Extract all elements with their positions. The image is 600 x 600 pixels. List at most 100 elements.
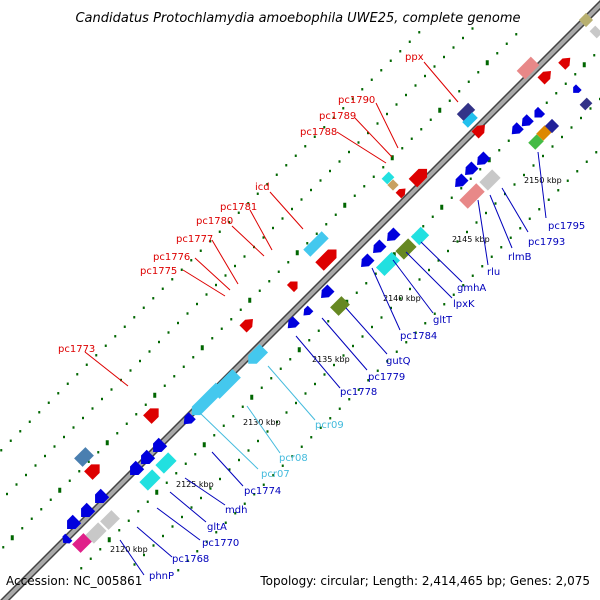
gene-label[interactable]: mdh <box>225 505 247 516</box>
gene-label[interactable]: rlu <box>487 267 500 278</box>
gene-feature[interactable] <box>408 165 432 188</box>
tick-mark <box>471 27 474 30</box>
gene-feature[interactable] <box>384 227 401 245</box>
gene-feature[interactable] <box>462 112 478 128</box>
gene-feature[interactable] <box>244 343 269 368</box>
gene-feature[interactable] <box>84 460 104 480</box>
gene-label[interactable]: pc1778 <box>340 387 377 398</box>
tick-mark <box>167 331 170 334</box>
gene-feature[interactable] <box>318 284 335 302</box>
gene-label[interactable]: pcr08 <box>279 453 308 464</box>
gene-feature[interactable] <box>370 239 387 257</box>
gene-feature[interactable] <box>358 253 375 271</box>
gene-label[interactable]: lpxK <box>453 299 475 310</box>
gene-feature[interactable] <box>452 173 469 191</box>
gene-label[interactable]: pcr09 <box>315 420 344 431</box>
tick-mark <box>91 407 94 410</box>
tick-mark <box>152 297 155 300</box>
gene-feature[interactable] <box>211 369 241 399</box>
gene-feature[interactable] <box>570 84 582 95</box>
gene-label[interactable]: pc1780 <box>196 216 233 227</box>
gene-feature[interactable] <box>479 169 501 191</box>
gene-feature[interactable] <box>459 183 485 209</box>
gene-label[interactable]: pc1795 <box>548 221 585 232</box>
gene-feature[interactable] <box>139 469 161 491</box>
gene-feature[interactable] <box>558 54 574 70</box>
gene-feature[interactable] <box>180 412 196 428</box>
gene-feature[interactable] <box>395 186 409 199</box>
gene-feature[interactable] <box>149 437 168 456</box>
gene-feature[interactable] <box>303 231 329 257</box>
gene-feature[interactable] <box>462 161 479 179</box>
gene-feature[interactable] <box>471 122 489 139</box>
tick-mark <box>177 321 180 325</box>
gene-feature[interactable] <box>143 404 163 424</box>
gene-feature[interactable] <box>518 114 534 130</box>
gene-feature[interactable] <box>537 68 555 85</box>
gene-feature[interactable] <box>395 238 417 260</box>
gene-feature[interactable] <box>126 460 145 479</box>
gene-feature[interactable] <box>63 514 82 533</box>
gene-label[interactable]: pc1774 <box>244 486 281 497</box>
gene-feature[interactable] <box>74 447 94 467</box>
gene-label[interactable]: pc1793 <box>528 237 565 248</box>
gene-label[interactable]: phnP <box>149 571 174 582</box>
gene-label[interactable]: pc1790 <box>338 95 375 106</box>
gene-label[interactable]: pc1768 <box>172 554 209 565</box>
tick-mark <box>281 464 284 467</box>
gene-feature[interactable] <box>528 134 544 150</box>
gene-label[interactable]: pcr07 <box>261 469 290 480</box>
gene-feature[interactable] <box>91 488 110 507</box>
gene-feature[interactable] <box>85 522 107 544</box>
gene-feature[interactable] <box>474 151 491 169</box>
gene-feature[interactable] <box>516 56 540 80</box>
gene-label[interactable]: pc1775 <box>140 266 177 277</box>
gene-feature[interactable] <box>155 452 177 474</box>
gene-label[interactable]: gmhA <box>457 283 486 294</box>
tick-mark <box>202 442 206 448</box>
gene-feature[interactable] <box>60 533 73 547</box>
gene-feature[interactable] <box>301 305 314 319</box>
tick-mark <box>241 405 244 408</box>
gene-feature[interactable] <box>544 118 560 134</box>
gene-feature[interactable] <box>137 449 156 468</box>
gene-feature[interactable] <box>286 278 301 293</box>
gene-label[interactable]: ppx <box>405 52 424 63</box>
gene-feature[interactable] <box>284 316 300 332</box>
gene-feature[interactable] <box>531 106 546 121</box>
gene-feature[interactable] <box>315 245 340 271</box>
tick-mark <box>243 255 246 258</box>
gene-feature[interactable] <box>508 122 524 138</box>
gene-label[interactable]: pc1788 <box>300 127 337 138</box>
gene-feature[interactable] <box>375 251 401 277</box>
gene-feature[interactable] <box>410 226 430 246</box>
gene-label[interactable]: pc1779 <box>368 372 405 383</box>
gene-feature[interactable] <box>330 296 350 316</box>
gene-feature[interactable] <box>578 12 594 28</box>
genome-summary-text: Topology: circular; Length: 2,414,465 bp… <box>259 574 590 588</box>
gene-feature[interactable] <box>72 533 92 553</box>
gene-feature[interactable] <box>456 102 476 122</box>
gene-feature[interactable] <box>77 502 96 521</box>
gene-label[interactable]: gltT <box>433 315 453 326</box>
gene-label[interactable]: pc1773 <box>58 344 95 355</box>
gene-feature[interactable] <box>589 25 600 39</box>
gene-label[interactable]: pc1781 <box>220 202 257 213</box>
gene-label[interactable]: pc1784 <box>400 331 437 342</box>
tick-mark <box>253 493 256 496</box>
gene-feature[interactable] <box>579 97 593 111</box>
tick-mark <box>190 506 193 509</box>
gene-label[interactable]: pc1777 <box>176 234 213 245</box>
gene-feature[interactable] <box>239 316 257 333</box>
tick-mark <box>319 426 322 429</box>
gene-label[interactable]: gltA <box>207 522 227 533</box>
gene-label[interactable]: icd <box>255 182 270 193</box>
gene-label[interactable]: pc1776 <box>153 252 190 263</box>
gene-label[interactable]: pc1770 <box>202 538 239 549</box>
gene-feature[interactable] <box>381 171 395 185</box>
gene-feature[interactable] <box>536 125 552 141</box>
gene-label[interactable]: rlmB <box>508 252 532 263</box>
gene-label[interactable]: gutQ <box>386 356 411 367</box>
gene-label[interactable]: pc1789 <box>319 111 356 122</box>
gene-feature[interactable] <box>100 510 120 530</box>
